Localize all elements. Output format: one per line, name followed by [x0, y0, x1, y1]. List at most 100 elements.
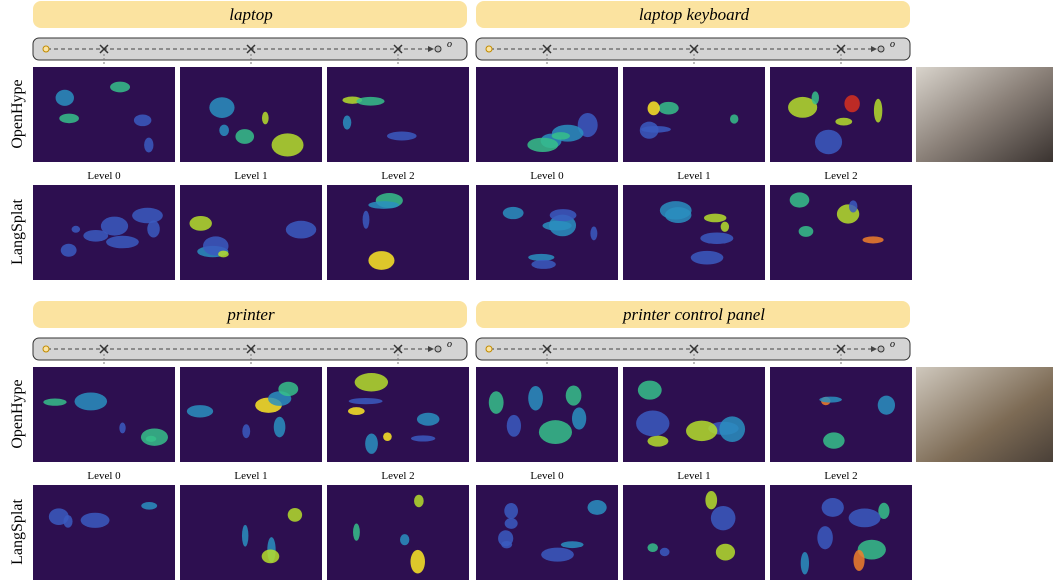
heat-blob [571, 407, 587, 430]
heat-blob [531, 259, 556, 269]
heat-blob [354, 373, 389, 392]
level-marker [689, 44, 699, 54]
heat-blob [565, 385, 582, 406]
heatmap [327, 485, 469, 580]
heat-blob [261, 111, 269, 125]
heat-blob [710, 505, 736, 531]
heat-blob [800, 551, 810, 575]
heat-blob [219, 124, 229, 137]
query-label: laptop [229, 5, 272, 24]
heat-blob [55, 89, 74, 106]
heat-blob [386, 131, 417, 141]
heat-blob [590, 226, 598, 241]
level-label: Level 2 [381, 470, 414, 482]
query-banner [33, 1, 467, 28]
heat-blob [141, 501, 158, 510]
heatmap [327, 367, 469, 462]
heat-blob [705, 490, 718, 510]
axis-end [434, 345, 442, 353]
heat-blob [844, 95, 860, 113]
heatmap [770, 367, 912, 462]
level-label: Level 0 [530, 470, 564, 482]
query-banner [476, 1, 910, 28]
heatmap [770, 67, 912, 162]
heat-blob [100, 216, 129, 236]
heatmap [623, 485, 765, 580]
heat-blob [144, 137, 154, 153]
row-label: LangSplat [9, 499, 26, 565]
heat-blob [835, 117, 853, 126]
heat-blob [60, 243, 77, 257]
level-label: Level 2 [824, 170, 857, 182]
heat-blob [147, 220, 160, 238]
heat-blob [63, 515, 73, 528]
heat-blob [560, 541, 584, 549]
heat-blob [498, 530, 514, 547]
heat-blob [821, 498, 844, 517]
level-label: Level 1 [677, 170, 710, 182]
heatmap [623, 185, 765, 280]
heat-blob [814, 129, 843, 155]
heatmap [476, 367, 618, 462]
axis-end [434, 45, 442, 53]
heat-blob [119, 422, 126, 434]
scene-photo [916, 367, 1053, 462]
level-marker [542, 44, 552, 54]
heat-blob [659, 201, 692, 220]
heat-blob [819, 396, 842, 403]
level-label: Level 0 [87, 470, 121, 482]
heatmap [33, 67, 175, 162]
level-label: Level 2 [824, 470, 857, 482]
level-marker [542, 344, 552, 354]
heat-blob [641, 126, 671, 133]
heat-blob [132, 207, 163, 224]
heat-blob [368, 201, 399, 209]
heat-blob [647, 543, 658, 552]
heat-blob [271, 133, 304, 157]
heat-blob [817, 526, 833, 550]
heat-blob [527, 137, 559, 153]
heat-blob [823, 432, 845, 449]
heat-blob [719, 416, 746, 442]
level-label: Level 0 [87, 170, 121, 182]
heat-blob [647, 101, 660, 116]
heat-blob [700, 232, 734, 245]
heat-blob [273, 416, 286, 438]
heat-blob [636, 410, 670, 437]
heatmap [180, 485, 322, 580]
level-marker [836, 44, 846, 54]
heat-blob [410, 435, 436, 442]
heat-blob [218, 250, 229, 258]
query-banner [476, 301, 910, 328]
heat-blob [400, 534, 410, 546]
axis-start [485, 45, 493, 53]
level-marker [689, 344, 699, 354]
level-label: Level 2 [381, 170, 414, 182]
heat-blob [356, 96, 385, 106]
heat-blob [853, 549, 865, 571]
heat-blob [383, 432, 392, 442]
query-label: printer control panel [622, 305, 765, 324]
heat-blob [189, 215, 212, 231]
axis-end [877, 45, 885, 53]
heat-blob [541, 547, 574, 562]
heat-blob [659, 547, 670, 557]
heat-blob [848, 200, 858, 213]
heat-blob [528, 386, 543, 411]
heat-blob [862, 236, 884, 244]
heat-blob [186, 405, 214, 418]
heat-blob [857, 539, 886, 560]
level-marker [246, 344, 256, 354]
heat-blob [538, 420, 572, 445]
heat-blob [798, 225, 814, 237]
row-label: OpenHype [9, 379, 26, 448]
heat-blob [877, 395, 896, 415]
level-marker [836, 344, 846, 354]
heat-blob [878, 502, 890, 520]
axis-end-label: o [447, 339, 452, 350]
level-marker [99, 344, 109, 354]
heatmap [770, 485, 912, 580]
heat-blob [278, 381, 299, 397]
heat-blob [133, 114, 152, 127]
heat-blob [873, 98, 883, 123]
